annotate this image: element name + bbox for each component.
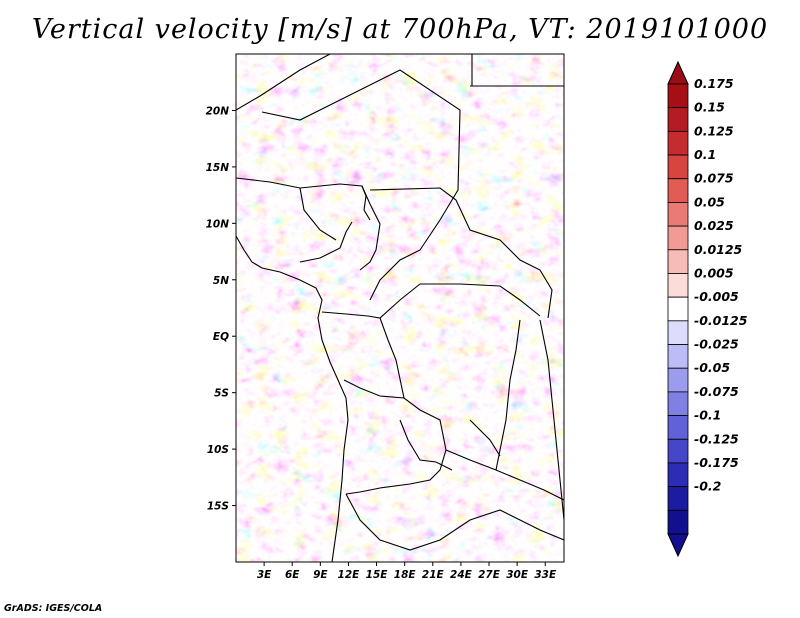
lon-tick-label: 30E — [506, 569, 529, 581]
colorbar-bottom-arrow — [667, 533, 689, 558]
colorbar-label: -0.175 — [694, 455, 739, 470]
colorbar-label: 0.075 — [694, 171, 734, 186]
lon-tick-label: 24E — [450, 569, 473, 581]
lon-tick-label: 12E — [338, 569, 361, 581]
lat-tick-label: 5S — [214, 388, 229, 400]
lon-tick-label: 18E — [394, 569, 417, 581]
border-line — [379, 317, 564, 501]
lat-tick-label: 15S — [207, 501, 229, 513]
colorbar-label: 0.15 — [694, 100, 725, 115]
colorbar-swatch — [667, 225, 689, 251]
lon-tick-label: 33E — [534, 569, 557, 581]
border-line — [299, 221, 541, 319]
colorbar-label: -0.075 — [694, 384, 739, 399]
colorbar-swatch — [667, 344, 689, 369]
colorbar-label: 0.025 — [694, 218, 734, 233]
map-frame — [235, 53, 565, 563]
lat-tick-label: EQ — [213, 331, 229, 343]
lon-tick-label: 3E — [257, 569, 272, 581]
latitude-axis: 20N 15N 10N 5N EQ 5S 10S 15S — [206, 105, 236, 513]
colorbar-swatch — [667, 391, 689, 416]
colorbar-swatch — [667, 509, 689, 535]
coastline — [236, 235, 349, 562]
colorbar-swatch — [667, 273, 689, 298]
colorbar-swatch — [667, 178, 689, 203]
colorbar-label: 0.1 — [694, 147, 716, 162]
colorbar-swatch — [667, 202, 689, 227]
colorbar-swatch — [667, 107, 689, 132]
colorbar-top-arrow — [667, 60, 689, 85]
map-title: Vertical velocity [m/s] at 700hPa, VT: 2… — [31, 14, 769, 45]
colorbar: 0.175 0.15 0.125 0.1 0.075 0.05 0.025 0.0125 0.0… — [667, 60, 748, 558]
border-line — [299, 185, 371, 241]
colorbar-swatch — [667, 462, 689, 488]
colorbar-swatch — [667, 415, 689, 440]
colorbar-swatch — [667, 320, 689, 345]
colorbar-label: -0.125 — [694, 431, 739, 446]
lon-tick-label: 21E — [422, 569, 445, 581]
border-line — [470, 54, 564, 87]
colorbar-swatch — [667, 154, 689, 180]
colorbar-swatch — [667, 130, 689, 156]
lon-tick-label: 9E — [313, 569, 328, 581]
longitude-axis: 3E 6E 9E 12E 15E 18E 21E 24E 27E 30E 33E — [257, 562, 557, 581]
border-line — [369, 187, 553, 319]
lat-tick-label: 5N — [213, 275, 229, 287]
colorbar-swatch — [667, 249, 689, 274]
map-panel — [235, 53, 565, 563]
lon-tick-label: 27E — [478, 569, 501, 581]
colorbar-swatch — [667, 486, 689, 511]
colorbar-label: -0.0125 — [694, 313, 748, 328]
border-line — [345, 493, 564, 551]
lat-tick-label: 20N — [206, 105, 230, 117]
lat-tick-label: 15N — [206, 162, 230, 174]
lat-tick-label: 10N — [206, 218, 230, 230]
colorbar-label: -0.025 — [694, 337, 739, 352]
vertical-velocity-field — [236, 54, 564, 562]
colorbar-swatch — [667, 83, 689, 109]
colorbar-swatch — [667, 296, 689, 322]
border-line — [399, 419, 501, 471]
grads-credit: GrADS: IGES/COLA — [4, 603, 103, 614]
colorbar-label: -0.005 — [694, 289, 739, 304]
lon-tick-label: 15E — [366, 569, 389, 581]
colorbar-label: 0.175 — [694, 76, 734, 91]
colorbar-swatch — [667, 438, 689, 464]
colorbar-label: 0.05 — [694, 194, 725, 209]
colorbar-swatch — [667, 367, 689, 393]
colorbar-label: -0.2 — [694, 479, 721, 494]
colorbar-label: 0.125 — [694, 123, 734, 138]
colorbar-label: -0.1 — [694, 408, 721, 423]
border-line — [495, 319, 564, 521]
colorbar-label: -0.05 — [694, 360, 730, 375]
lat-tick-label: 10S — [207, 444, 229, 456]
colorbar-label: 0.0125 — [694, 242, 743, 257]
lon-tick-label: 6E — [285, 569, 300, 581]
border-line — [236, 54, 461, 301]
country-borders — [236, 54, 564, 562]
colorbar-label: 0.005 — [694, 265, 734, 280]
